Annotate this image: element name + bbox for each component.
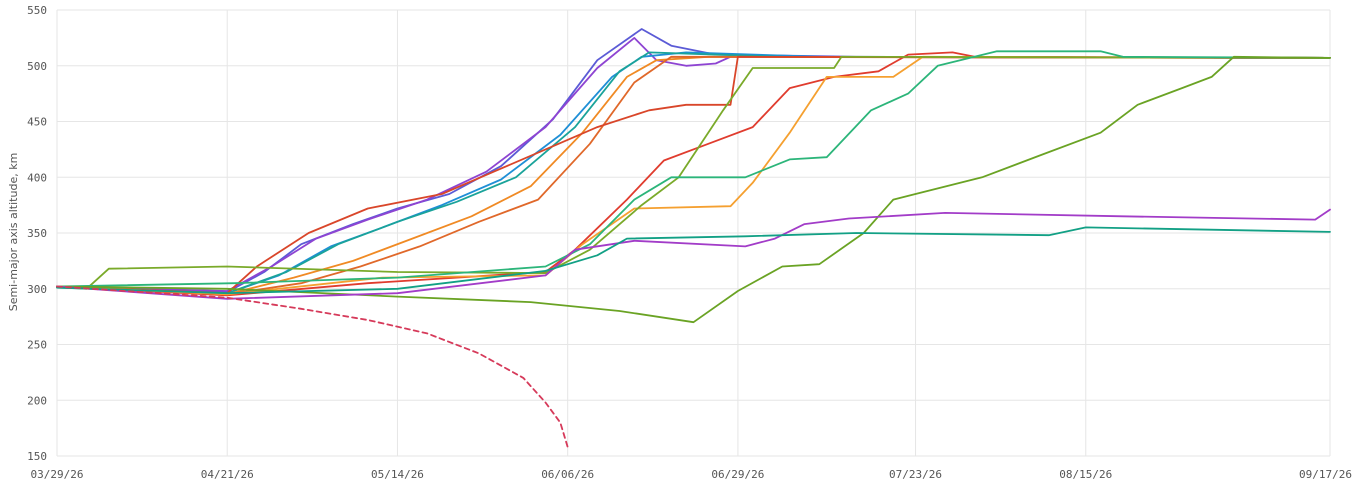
y-tick-label: 450 [27,116,47,129]
x-tick-label: 03/29/26 [31,468,84,481]
series-line-4 [56,51,1331,295]
x-tick-label: 07/23/26 [889,468,942,481]
y-tick-label: 550 [27,4,47,17]
x-tick-label: 08/15/26 [1059,468,1112,481]
series-line-8 [56,51,1331,297]
y-axis-label: Semi-major axis altitude, km [7,153,20,312]
series-line-2 [56,37,1331,292]
y-tick-label: 200 [27,394,47,407]
x-tick-label: 04/21/26 [201,468,254,481]
x-tick-label: 05/14/26 [371,468,424,481]
series-lines [56,28,1331,449]
series-line-14 [56,226,1331,295]
series-line-10 [56,55,1331,290]
y-tick-label: 250 [27,339,47,352]
series-line-1 [56,28,1331,294]
series-line-15 [56,285,569,449]
grid [56,9,1331,457]
series-line-11 [56,50,1331,288]
y-tick-label: 500 [27,60,47,73]
y-axis-ticks: 150 200 250 300 350 400 450 500 550 [27,4,47,463]
y-tick-label: 300 [27,283,47,296]
x-tick-label: 06/29/26 [711,468,764,481]
series-line-6 [56,55,1331,296]
y-tick-label: 400 [27,171,47,184]
x-tick-label: 09/17/26 [1299,468,1352,481]
series-line-9 [56,55,1331,296]
series-line-7 [56,55,1331,295]
y-tick-label: 350 [27,227,47,240]
series-line-5 [56,55,1331,296]
series-line-3 [56,51,1331,295]
x-axis-ticks: 03/29/26 04/21/26 05/14/26 06/06/26 06/29/26… [31,468,1352,481]
series-line-13 [56,208,1331,300]
x-tick-label: 06/06/26 [541,468,594,481]
y-tick-label: 150 [27,450,47,463]
